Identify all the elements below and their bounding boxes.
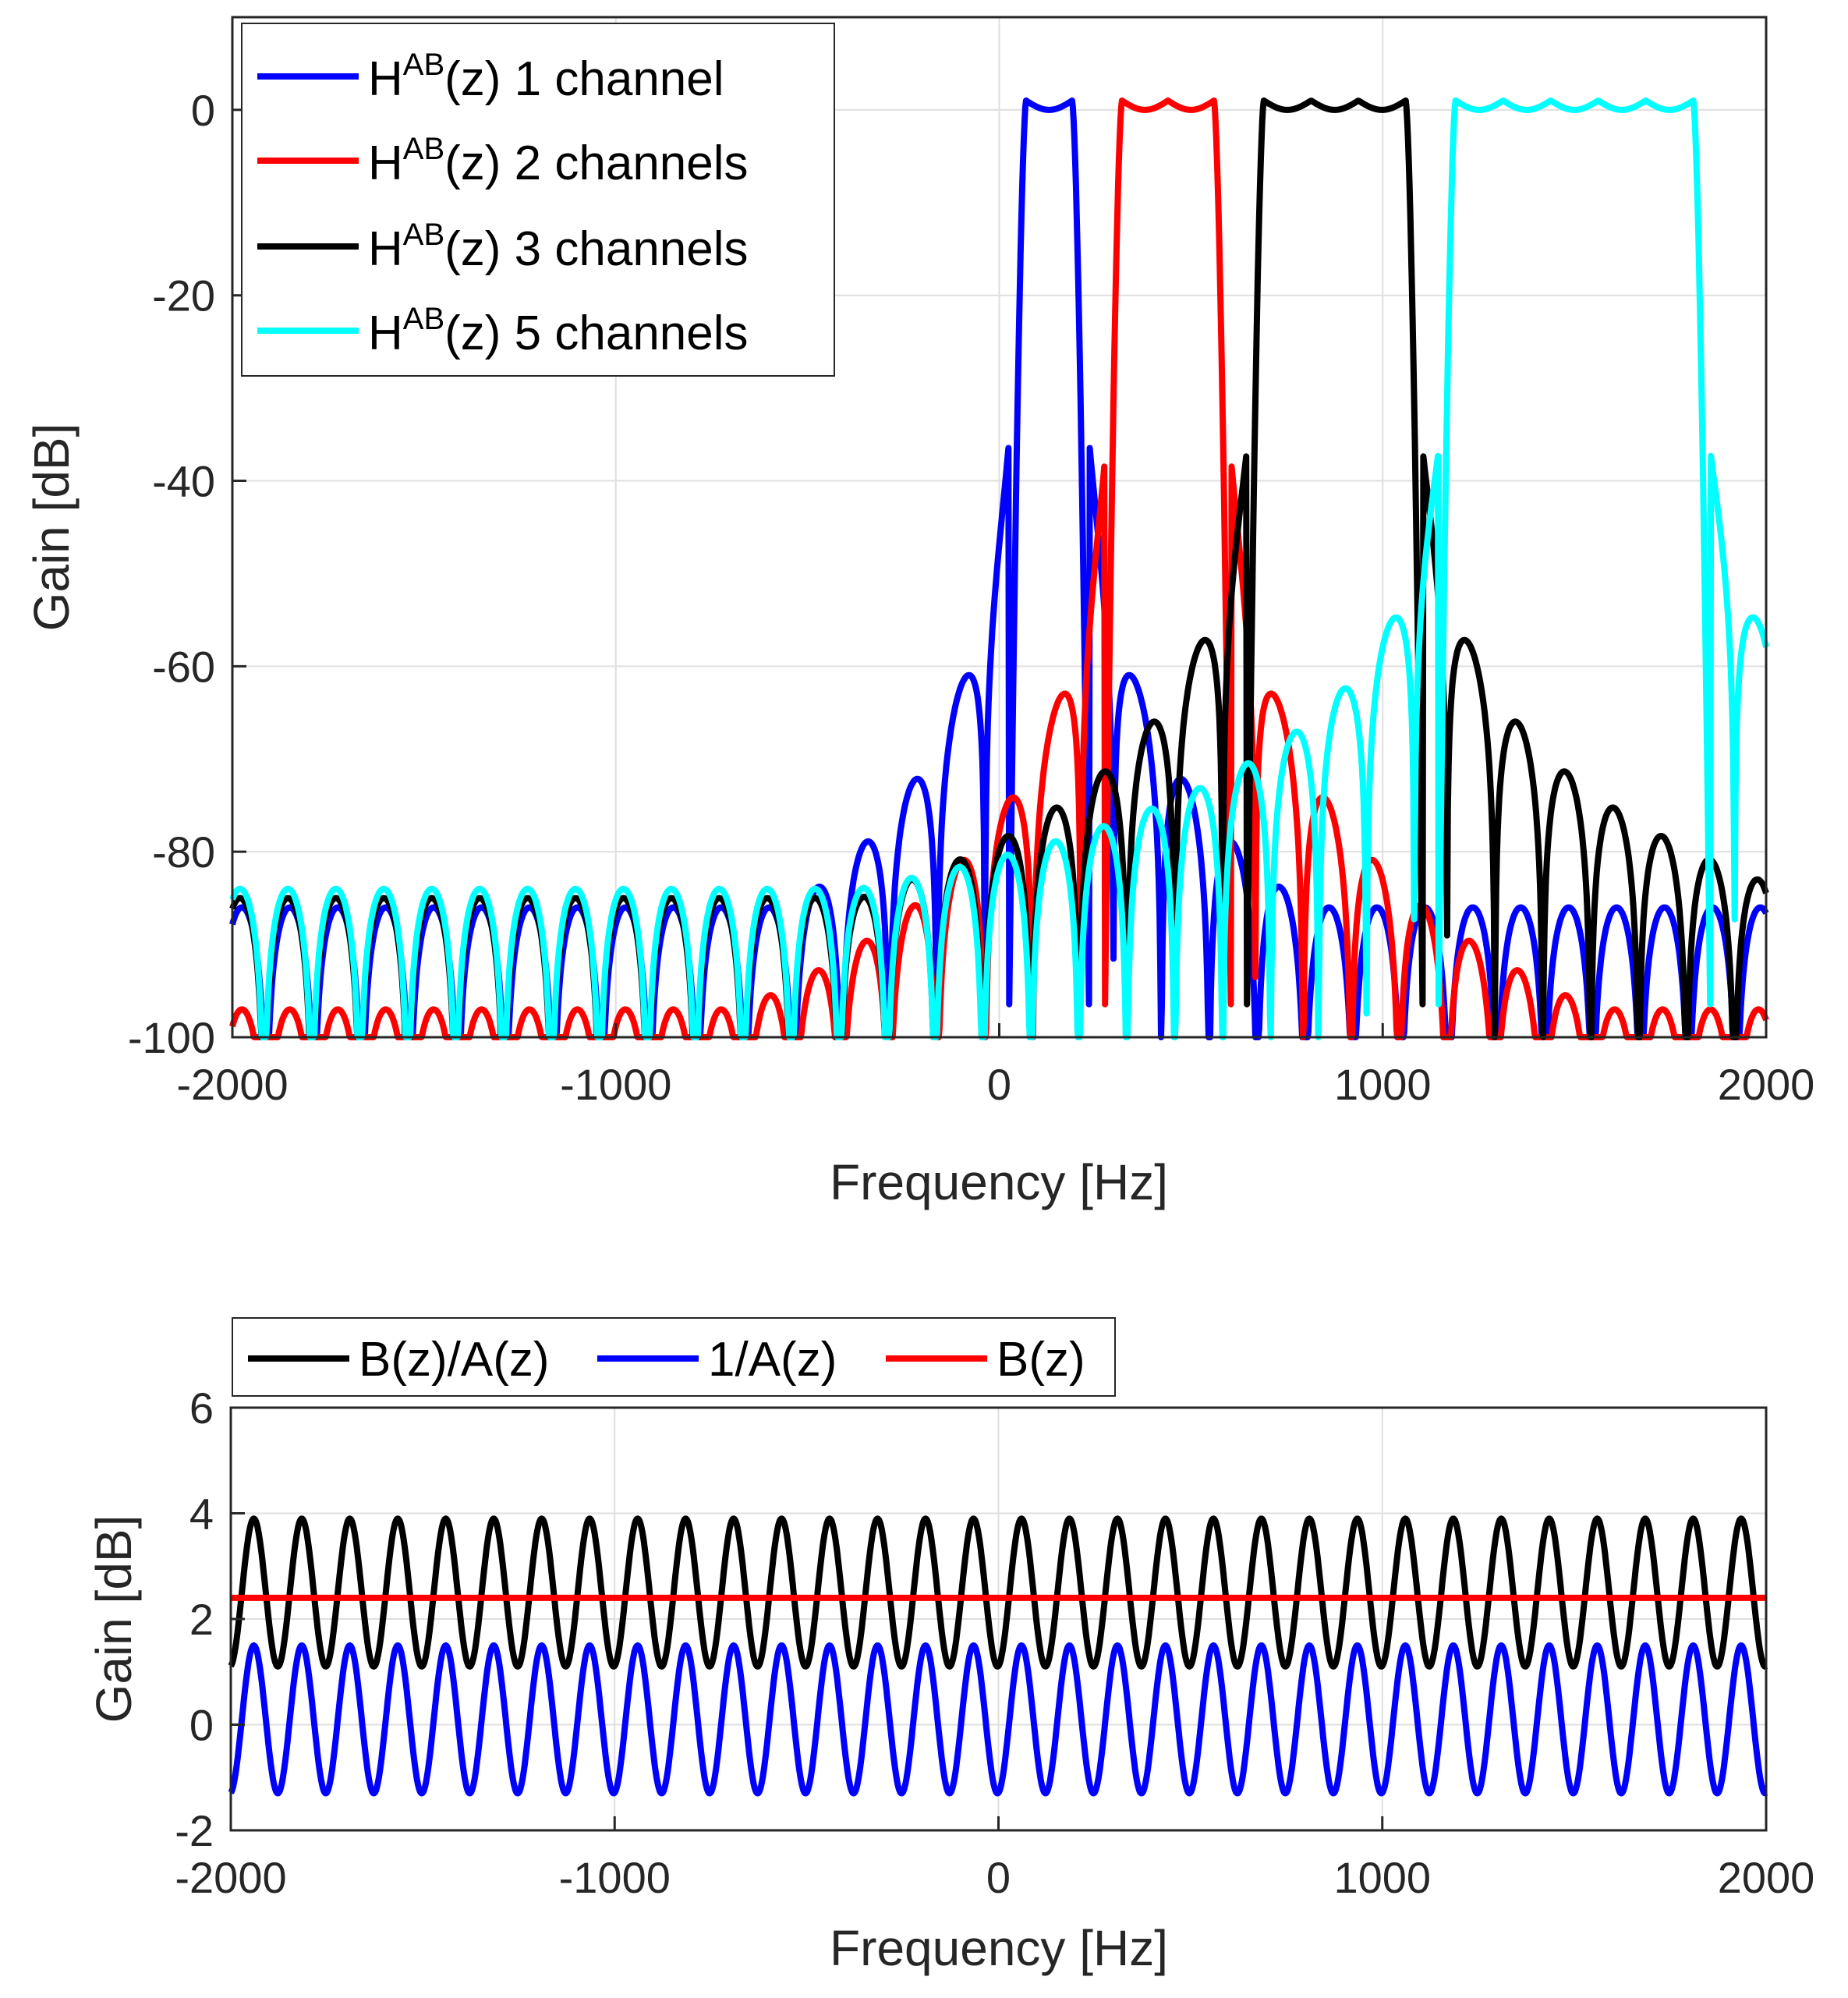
1-xtick-label: 1000 — [1333, 1853, 1431, 1902]
bottom-plot: -2000 -1000 0 1000 2000 6 4 2 0 -2 Frequency [Hz]… — [86, 1317, 1814, 1976]
top-legend: HAB(z) 1 channel HAB(z) 2 channels HAB(z… — [241, 23, 835, 377]
legend-entry-5-channels: HAB(z) 5 channels — [257, 302, 749, 360]
bottom-xlabel: Frequency [Hz] — [830, 1920, 1168, 1976]
legend-label-1-channel: HAB(z) 1 channel — [368, 48, 724, 106]
legend-label-b-over-a: B(z)/A(z) — [359, 1333, 550, 1387]
legend-label-2-channels: HAB(z) 2 channels — [368, 132, 749, 190]
1-xtick-label: 2000 — [1718, 1853, 1815, 1902]
1-xtick-label: -1000 — [559, 1853, 671, 1902]
top-xlabel: Frequency [Hz] — [830, 1154, 1168, 1210]
series-line-b-z-a-z — [228, 1515, 1768, 1670]
0-ytick-label: -60 — [152, 642, 215, 691]
bottom-legend: B(z)/A(z) 1/A(z) B(z) — [232, 1317, 1116, 1397]
0-ytick-label: -20 — [152, 271, 215, 321]
top-ylabel: Gain [dB] — [23, 423, 80, 632]
legend-label-one-over-a: 1/A(z) — [708, 1333, 837, 1387]
0-ytick-label: -80 — [152, 827, 215, 877]
series-line-2-channels — [229, 97, 1769, 1040]
1-xtick-label: 0 — [986, 1853, 1011, 1902]
legend-entry-3-channels: HAB(z) 3 channels — [257, 218, 749, 276]
1-ytick-label: 2 — [189, 1595, 214, 1644]
legend-label-3-channels: HAB(z) 3 channels — [368, 218, 749, 276]
0-ytick-label: -100 — [128, 1013, 215, 1062]
top-series — [229, 97, 1769, 1040]
top-plot: -2000 -1000 0 1000 2000 0 -20 -40 -60 -80 -100 Fre… — [23, 16, 1814, 1210]
top-ticks: -2000 -1000 0 1000 2000 0 -20 -40 -60 -80 -100 — [128, 86, 1814, 1109]
bottom-series — [228, 1515, 1768, 1797]
0-xtick-label: 1000 — [1334, 1060, 1432, 1109]
series-line-1-a-z — [228, 1642, 1768, 1797]
1-ytick-label: 0 — [189, 1701, 214, 1750]
1-ytick-label: 4 — [189, 1490, 214, 1539]
1-ytick-label: 6 — [189, 1383, 214, 1433]
legend-label-5-channels: HAB(z) 5 channels — [368, 302, 749, 360]
bottom-ticks: -2000 -1000 0 1000 2000 6 4 2 0 -2 — [175, 1383, 1814, 1902]
legend-entry-b-over-a: B(z)/A(z) — [248, 1333, 550, 1387]
legend-entry-1-channel: HAB(z) 1 channel — [257, 48, 724, 106]
legend-label-b: B(z) — [997, 1333, 1085, 1387]
0-ytick-label: -40 — [152, 457, 215, 506]
1-xtick-label: -2000 — [175, 1853, 286, 1902]
top-legend-box — [241, 23, 835, 377]
0-xtick-label: 2000 — [1718, 1060, 1815, 1109]
legend-entry-one-over-a: 1/A(z) — [597, 1333, 837, 1387]
0-xtick-label: 0 — [987, 1060, 1011, 1109]
series-line-5-channels — [229, 97, 1769, 1040]
0-xtick-label: -1000 — [560, 1060, 671, 1109]
legend-entry-2-channels: HAB(z) 2 channels — [257, 132, 749, 190]
bottom-ylabel: Gain [dB] — [86, 1515, 142, 1723]
0-xtick-label: -2000 — [176, 1060, 288, 1109]
legend-entry-b: B(z) — [886, 1333, 1085, 1387]
0-ytick-label: 0 — [191, 86, 215, 135]
1-ytick-label: -2 — [175, 1806, 214, 1855]
